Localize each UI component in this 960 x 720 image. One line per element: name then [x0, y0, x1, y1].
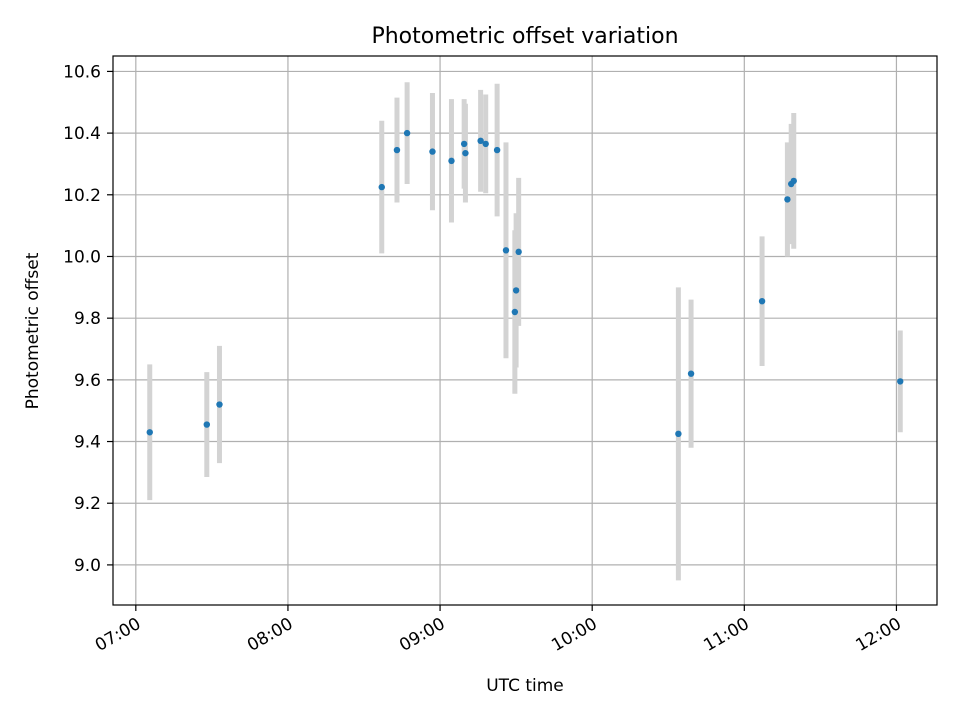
y-axis-ticks: 9.0 9.2 9.4 9.6 9.8 10.0 10.2 10.4 10.6 — [63, 62, 113, 576]
data-point — [378, 183, 385, 191]
y-tick-label: 10.2 — [63, 186, 101, 206]
data-point — [758, 297, 766, 305]
data-point — [203, 421, 211, 428]
data-point — [429, 148, 436, 155]
y-tick-label: 9.6 — [74, 371, 101, 391]
y-tick-label: 9.2 — [74, 494, 101, 514]
data-point — [502, 247, 510, 254]
data-point — [403, 129, 411, 137]
data-point — [790, 177, 797, 185]
data-point — [462, 149, 469, 157]
y-axis-label: Photometric offset — [23, 252, 43, 409]
data-point — [675, 430, 682, 438]
data-point — [146, 429, 153, 436]
data-point — [687, 370, 695, 377]
data-point — [477, 137, 484, 145]
data-point — [512, 287, 520, 294]
y-tick-label: 9.4 — [74, 433, 101, 453]
y-tick-label: 10.0 — [63, 247, 101, 267]
data-point — [393, 146, 401, 154]
data-point — [784, 196, 791, 203]
x-axis-label: UTC time — [486, 676, 564, 696]
grid — [113, 56, 937, 605]
axes-frame — [112, 55, 938, 606]
data-points — [146, 129, 904, 438]
data-point — [515, 248, 522, 256]
data-point — [216, 401, 223, 408]
y-tick-label: 10.6 — [63, 62, 101, 82]
chart-title: Photometric offset variation — [371, 24, 678, 49]
data-point — [511, 308, 519, 316]
data-point — [448, 157, 455, 165]
data-point — [482, 140, 489, 148]
y-tick-label: 9.8 — [74, 309, 101, 329]
data-point — [460, 140, 468, 148]
y-tick-label: 9.0 — [74, 556, 101, 576]
y-tick-label: 10.4 — [63, 124, 101, 144]
data-point — [493, 146, 501, 154]
data-point — [897, 378, 904, 385]
